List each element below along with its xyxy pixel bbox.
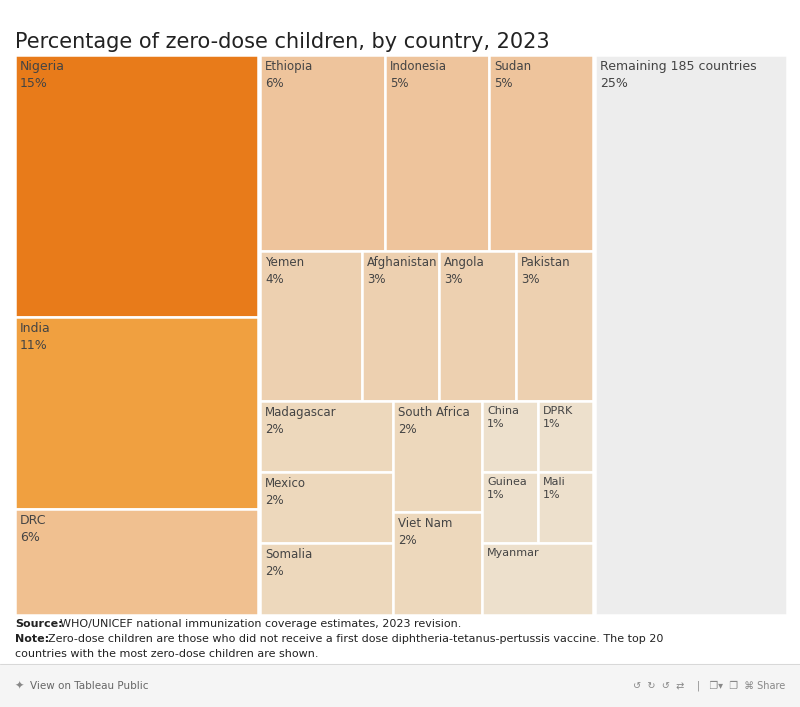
- Text: Madagascar
2%: Madagascar 2%: [265, 406, 337, 436]
- Bar: [362, 251, 439, 401]
- Bar: [538, 472, 593, 543]
- Bar: [489, 55, 593, 251]
- Text: View on Tableau Public: View on Tableau Public: [30, 681, 149, 691]
- Text: countries with the most zero-dose children are shown.: countries with the most zero-dose childr…: [15, 649, 318, 659]
- Bar: [15, 317, 258, 509]
- Text: Indonesia
5%: Indonesia 5%: [390, 60, 447, 90]
- Text: China
1%: China 1%: [487, 406, 519, 429]
- Bar: [516, 251, 593, 401]
- Text: Somalia
2%: Somalia 2%: [265, 548, 312, 578]
- Text: Yemen
4%: Yemen 4%: [265, 256, 304, 286]
- Text: Percentage of zero-dose children, by country, 2023: Percentage of zero-dose children, by cou…: [15, 32, 550, 52]
- Text: Source:: Source:: [15, 619, 62, 629]
- Bar: [439, 251, 516, 401]
- Text: ✦: ✦: [15, 681, 24, 691]
- Text: WHO/UNICEF national immunization coverage estimates, 2023 revision.: WHO/UNICEF national immunization coverag…: [60, 619, 462, 629]
- Bar: [260, 251, 362, 401]
- Bar: [260, 55, 385, 251]
- Bar: [482, 543, 593, 615]
- Bar: [482, 472, 538, 543]
- Text: Mexico
2%: Mexico 2%: [265, 477, 306, 507]
- Bar: [385, 55, 489, 251]
- Text: Viet Nam
2%: Viet Nam 2%: [398, 517, 452, 547]
- Text: Pakistan
3%: Pakistan 3%: [521, 256, 570, 286]
- Text: Ethiopia
6%: Ethiopia 6%: [265, 60, 314, 90]
- Text: DPRK
1%: DPRK 1%: [543, 406, 574, 429]
- Bar: [260, 472, 393, 543]
- Bar: [538, 401, 593, 472]
- Bar: [15, 509, 258, 615]
- Bar: [595, 55, 787, 615]
- Text: South Africa
2%: South Africa 2%: [398, 406, 470, 436]
- Bar: [0, 664, 800, 707]
- Text: Afghanistan
3%: Afghanistan 3%: [367, 256, 438, 286]
- Bar: [482, 401, 538, 472]
- Text: DRC
6%: DRC 6%: [20, 514, 46, 544]
- Text: Nigeria
15%: Nigeria 15%: [20, 60, 65, 90]
- Bar: [15, 55, 258, 317]
- Bar: [393, 401, 482, 512]
- Text: Mali
1%: Mali 1%: [543, 477, 566, 500]
- Bar: [393, 512, 482, 615]
- Bar: [260, 543, 393, 615]
- Text: Sudan
5%: Sudan 5%: [494, 60, 531, 90]
- Text: Guinea
1%: Guinea 1%: [487, 477, 526, 500]
- Text: Zero-dose children are those who did not receive a first dose diphtheria-tetanus: Zero-dose children are those who did not…: [48, 634, 663, 644]
- Text: ↺  ↻  ↺  ⇄    |   ❐▾  ❐  ⌘ Share: ↺ ↻ ↺ ⇄ | ❐▾ ❐ ⌘ Share: [633, 681, 785, 691]
- Text: Remaining 185 countries
25%: Remaining 185 countries 25%: [600, 60, 757, 90]
- Bar: [260, 401, 393, 472]
- Text: India
11%: India 11%: [20, 322, 50, 352]
- Text: Note:: Note:: [15, 634, 49, 644]
- Text: Myanmar: Myanmar: [487, 548, 540, 558]
- Text: Angola
3%: Angola 3%: [444, 256, 485, 286]
